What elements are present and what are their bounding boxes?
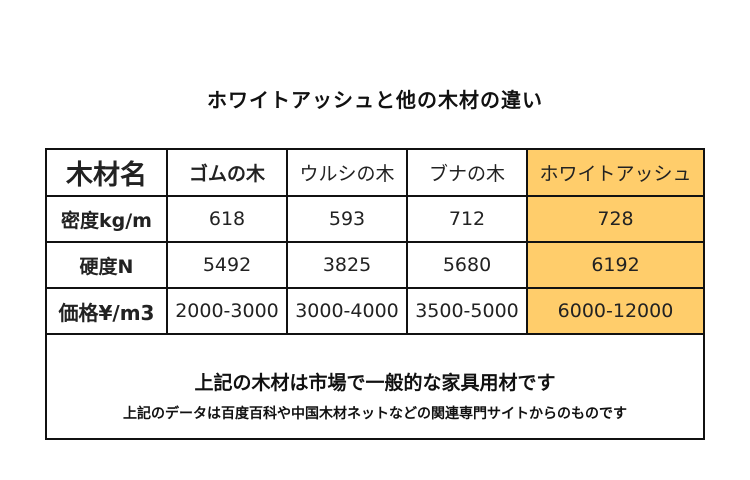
cell-value: 6192 bbox=[526, 241, 703, 289]
wood-comparison-table: 木材名 ゴムの木 ウルシの木 ブナの木 ホワイトアッシュ 密度kg/m 618 … bbox=[47, 150, 703, 335]
cell-value: 3000-4000 bbox=[286, 287, 408, 335]
table-header-row: 木材名 ゴムの木 ウルシの木 ブナの木 ホワイトアッシュ bbox=[47, 150, 703, 197]
header-sumac-wood: ウルシの木 bbox=[286, 150, 408, 197]
data-source-note: 上記のデータは百度百科や中国木材ネットなどの関連専門サイトからのものです bbox=[123, 406, 627, 422]
cell-value: 5492 bbox=[166, 241, 288, 289]
table-row: 密度kg/m 618 593 712 728 bbox=[47, 195, 703, 243]
table-row: 価格¥/m3 2000-3000 3000-4000 3500-5000 600… bbox=[47, 287, 703, 335]
furniture-material-note: 上記の木材は市場で一般的な家具用材です bbox=[194, 372, 556, 394]
row-label-hardness: 硬度N bbox=[47, 241, 168, 289]
header-white-ash: ホワイトアッシュ bbox=[526, 150, 703, 197]
page-title: ホワイトアッシュと他の木材の違い bbox=[207, 88, 543, 112]
cell-value: 618 bbox=[166, 195, 288, 243]
row-label-density: 密度kg/m bbox=[47, 195, 168, 243]
cell-value: 6000-12000 bbox=[526, 287, 703, 335]
cell-value: 3500-5000 bbox=[406, 287, 528, 335]
cell-value: 593 bbox=[286, 195, 408, 243]
comparison-panel: 木材名 ゴムの木 ウルシの木 ブナの木 ホワイトアッシュ 密度kg/m 618 … bbox=[45, 148, 705, 440]
header-rubber-wood: ゴムの木 bbox=[166, 150, 288, 197]
cell-value: 5680 bbox=[406, 241, 528, 289]
cell-value: 2000-3000 bbox=[166, 287, 288, 335]
cell-value: 712 bbox=[406, 195, 528, 243]
row-label-price: 価格¥/m3 bbox=[47, 287, 168, 335]
table-row: 硬度N 5492 3825 5680 6192 bbox=[47, 241, 703, 289]
header-beech-wood: ブナの木 bbox=[406, 150, 528, 197]
cell-value: 728 bbox=[526, 195, 703, 243]
header-wood-name: 木材名 bbox=[47, 150, 168, 197]
cell-value: 3825 bbox=[286, 241, 408, 289]
